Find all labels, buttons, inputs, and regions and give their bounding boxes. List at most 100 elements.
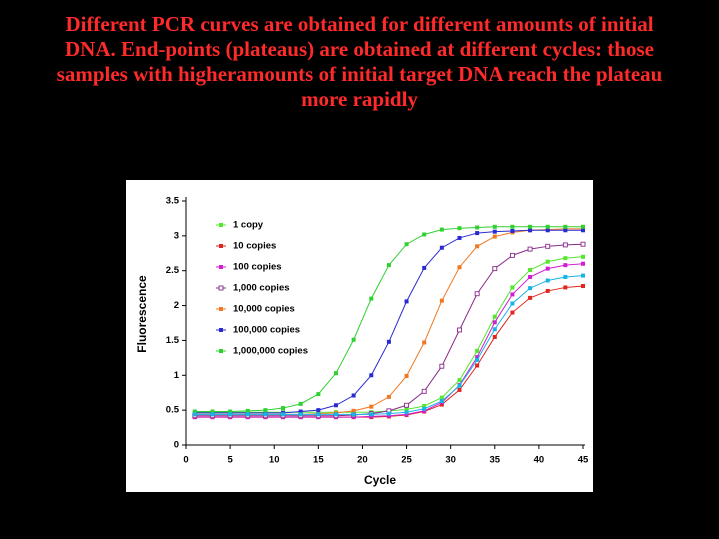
data-point — [281, 406, 286, 411]
data-point — [457, 378, 462, 383]
data-point — [581, 273, 585, 278]
data-point — [475, 357, 480, 362]
data-point — [492, 234, 497, 239]
data-point — [475, 355, 480, 360]
x-tick-label: 30 — [445, 455, 456, 466]
data-point — [545, 288, 550, 293]
legend-label: 10,000 copies — [233, 304, 295, 315]
data-point — [404, 407, 409, 412]
data-point — [263, 412, 268, 417]
y-tick-label: 0 — [174, 440, 179, 451]
legend-marker — [218, 285, 224, 291]
data-point — [298, 401, 303, 406]
data-point — [563, 256, 568, 261]
data-point — [316, 412, 321, 417]
data-point — [439, 399, 444, 404]
data-point — [528, 274, 533, 279]
data-point — [545, 243, 551, 249]
data-point — [439, 298, 444, 303]
data-point — [422, 406, 427, 411]
data-point — [528, 268, 533, 273]
data-point — [386, 413, 391, 418]
legend-marker — [219, 307, 223, 311]
x-tick-label: 35 — [489, 455, 500, 466]
data-point — [210, 409, 215, 414]
legend-label: 1,000 copies — [233, 283, 290, 294]
data-point — [333, 371, 338, 376]
data-point — [509, 252, 515, 258]
data-point — [492, 229, 497, 234]
data-point — [404, 410, 409, 415]
data-point — [545, 224, 550, 229]
data-point — [281, 412, 286, 417]
data-point — [422, 403, 427, 408]
data-point — [386, 394, 391, 399]
data-point — [369, 414, 374, 419]
data-point — [492, 314, 497, 319]
data-point — [580, 241, 586, 247]
title-line: Different PCR curves are obtained for di… — [65, 12, 654, 36]
data-point — [351, 393, 356, 398]
y-tick-label: 3.5 — [166, 196, 180, 207]
y-tick-label: 3 — [174, 230, 179, 241]
data-point — [439, 402, 444, 407]
data-point — [386, 263, 391, 268]
data-point — [475, 225, 480, 230]
data-point — [316, 392, 321, 397]
data-point — [475, 348, 480, 353]
legend-label: 100 copies — [233, 262, 282, 273]
data-point — [492, 334, 497, 339]
data-point — [439, 227, 444, 232]
data-point — [404, 373, 409, 378]
data-point — [421, 388, 427, 394]
data-point — [528, 228, 533, 233]
legend-label: 100,000 copies — [233, 325, 300, 336]
x-tick-label: 5 — [227, 455, 233, 466]
data-point — [581, 224, 585, 229]
data-point — [527, 246, 533, 252]
x-tick-label: 40 — [534, 455, 545, 466]
data-point — [528, 286, 533, 291]
data-point — [369, 296, 374, 301]
data-point — [333, 403, 338, 408]
data-point — [563, 263, 568, 268]
data-point — [492, 224, 497, 229]
x-tick-label: 25 — [401, 455, 412, 466]
data-point — [510, 310, 515, 315]
data-point — [404, 412, 409, 417]
data-point — [563, 224, 568, 229]
data-point — [510, 292, 515, 297]
data-point — [475, 363, 480, 368]
data-point — [528, 295, 533, 300]
data-point — [457, 235, 462, 240]
data-point — [492, 327, 497, 332]
data-point — [492, 266, 498, 272]
data-point — [475, 231, 480, 236]
data-point — [192, 409, 197, 414]
data-point — [563, 285, 568, 290]
data-point — [457, 265, 462, 270]
x-tick-label: 10 — [269, 455, 280, 466]
data-point — [351, 337, 356, 342]
data-point — [263, 408, 268, 413]
data-point — [369, 404, 374, 409]
data-point — [474, 291, 480, 297]
data-point — [563, 228, 568, 233]
data-point — [228, 412, 233, 417]
legend-marker — [219, 223, 223, 227]
title-line: samples with higheramounts of initial ta… — [56, 62, 663, 86]
data-point — [545, 278, 550, 283]
x-tick-label: 15 — [313, 455, 324, 466]
data-point — [475, 244, 480, 249]
data-point — [333, 412, 338, 417]
data-point — [404, 402, 410, 408]
data-point — [210, 412, 215, 417]
x-tick-label: 0 — [183, 455, 188, 466]
data-point — [192, 412, 197, 417]
title-line: DNA. End-points (plateaus) are obtained … — [65, 37, 654, 61]
data-point — [422, 408, 427, 413]
data-point — [581, 254, 585, 259]
data-point — [386, 411, 391, 416]
y-tick-label: 2.5 — [166, 265, 180, 276]
